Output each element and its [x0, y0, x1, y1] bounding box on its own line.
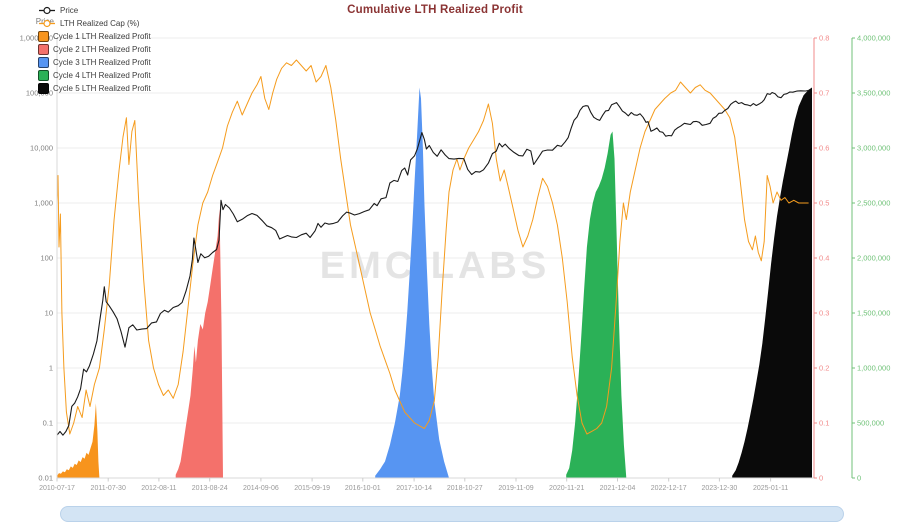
pct-axis-label: 0.8	[819, 34, 829, 43]
x-axis-label: 2021-12-04	[600, 485, 636, 492]
pct-axis-label: 0.5	[819, 199, 829, 208]
legend-item-label: Cycle 5 LTH Realized Profit	[53, 84, 151, 93]
x-axis-label: 2012-08-11	[141, 485, 176, 492]
x-axis-label: 2015-09-19	[294, 485, 330, 492]
legend-area-marker-icon	[38, 70, 49, 81]
legend-item-label: Cycle 4 LTH Realized Profit	[53, 71, 151, 80]
x-axis-label: 2022-12-17	[651, 485, 687, 492]
volume-axis-label: 1,500,000	[857, 309, 890, 318]
legend-area-marker-icon	[38, 31, 49, 42]
volume-axis-label: 3,500,000	[857, 89, 890, 98]
cycle4-area	[566, 131, 627, 478]
legend-item-label: Cycle 2 LTH Realized Profit	[53, 45, 151, 54]
cycle2-area	[175, 208, 223, 478]
legend-item-4[interactable]: Cycle 2 LTH Realized Profit	[38, 43, 151, 56]
watermark: EMC LABS	[320, 245, 550, 287]
x-axis-label: 2023-12-30	[701, 485, 737, 492]
x-axis-label: 2018-10-27	[447, 485, 483, 492]
x-axis-label: 2017-10-14	[396, 485, 432, 492]
lth-realized-cap-line	[56, 59, 809, 435]
price-axis-label: 10	[45, 309, 53, 318]
price-axis-label: 1,000	[34, 199, 53, 208]
price-axis-label: 1	[49, 364, 53, 373]
x-axis-label: 2011-07-30	[91, 485, 126, 492]
legend: Price LTH Realized Cap (%) Cycle 1 LTH Rea…	[38, 4, 151, 95]
price-axis-label: 10,000	[30, 144, 53, 153]
legend-item-2[interactable]: LTH Realized Cap (%)	[38, 17, 151, 30]
price-line	[56, 89, 809, 436]
x-axis-label: 2010-07-17	[39, 485, 75, 492]
x-axis-label: 2016-10-01	[345, 485, 381, 492]
pct-axis-label: 0.6	[819, 144, 829, 153]
x-axis-label: 2013-08-24	[192, 485, 228, 492]
price-axis-label: 0.1	[43, 419, 53, 428]
pct-axis-label: 0.3	[819, 309, 829, 318]
legend-line-marker-icon	[39, 6, 55, 15]
volume-axis-label: 0	[857, 474, 861, 483]
legend-item-1[interactable]: Price	[38, 4, 151, 17]
volume-axis-label: 3,000,000	[857, 144, 890, 153]
volume-axis-label: 2,000,000	[857, 254, 890, 263]
pct-axis-label: 0.7	[819, 89, 829, 98]
x-axis-label: 2025-01-11	[753, 485, 788, 492]
price-axis-label: 100	[40, 254, 53, 263]
x-axis-label: 2014-09-06	[243, 485, 279, 492]
legend-item-label: Price	[60, 6, 79, 15]
volume-axis-label: 1,000,000	[857, 364, 890, 373]
x-axis-label: 2019-11-09	[498, 485, 533, 492]
pct-axis-label: 0	[819, 474, 823, 483]
cycle3-area	[375, 87, 449, 478]
price-axis-label: 0.01	[38, 474, 53, 483]
chart-canvas[interactable]: EMC LABS1,000,0000.84,000,000100,0000.73…	[0, 0, 904, 500]
pct-axis-label: 0.2	[819, 364, 829, 373]
legend-item-3[interactable]: Cycle 1 LTH Realized Profit	[38, 30, 151, 43]
legend-item-5[interactable]: Cycle 3 LTH Realized Profit	[38, 56, 151, 69]
volume-axis-label: 4,000,000	[857, 34, 890, 43]
legend-line-marker-icon	[39, 19, 55, 28]
legend-area-marker-icon	[38, 44, 49, 55]
cycle5-area	[732, 87, 812, 478]
price-axis-label: 1,000,000	[20, 34, 53, 43]
legend-area-marker-icon	[38, 57, 49, 68]
legend-area-marker-icon	[38, 83, 49, 94]
chart-title: Cumulative LTH Realized Profit	[347, 4, 523, 16]
volume-axis-label: 500,000	[857, 419, 884, 428]
cycle1-area	[57, 403, 100, 478]
legend-item-6[interactable]: Cycle 4 LTH Realized Profit	[38, 69, 151, 82]
x-axis-label: 2020-11-21	[549, 485, 584, 492]
legend-item-label: Cycle 3 LTH Realized Profit	[53, 58, 151, 67]
legend-item-7[interactable]: Cycle 5 LTH Realized Profit	[38, 82, 151, 95]
pct-axis-label: 0.1	[819, 419, 829, 428]
legend-item-label: Cycle 1 LTH Realized Profit	[53, 32, 151, 41]
pct-axis-label: 0.4	[819, 254, 829, 263]
legend-item-label: LTH Realized Cap (%)	[60, 19, 140, 28]
zoom-scrollbar[interactable]	[60, 506, 844, 522]
volume-axis-label: 2,500,000	[857, 199, 890, 208]
